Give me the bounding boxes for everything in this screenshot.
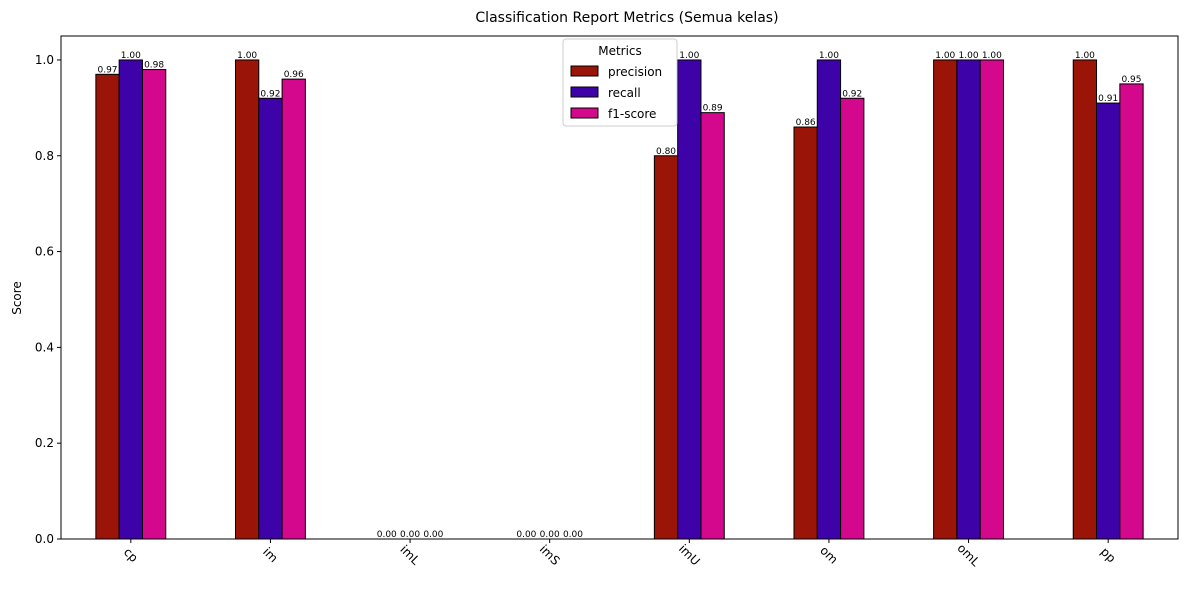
bar-value-label: 0.92: [842, 89, 862, 99]
bar-value-label: 1.00: [982, 51, 1002, 61]
y-tick-label: 0.6: [35, 245, 54, 259]
bar-f1-score-om: [840, 97, 865, 540]
bar-precision-om: [793, 126, 818, 540]
bar-f1-score-im: [281, 78, 306, 540]
x-tick-label: cp: [121, 545, 141, 565]
y-axis-title: Score: [10, 281, 24, 315]
x-tick-label: pp: [1098, 545, 1119, 566]
plot-area: 0.971.000.981.000.920.960.00 0.00 0.00 0.00…: [35, 35, 1179, 569]
bar-value-label: 0.98: [144, 61, 164, 71]
bar-recall-om: [816, 59, 842, 540]
bar-precision-omL: [933, 59, 958, 540]
bar-recall-cp: [118, 59, 143, 540]
bar-value-label: 0.00: [540, 530, 560, 540]
bar-f1-score-imU: [700, 112, 725, 540]
bar-value-label: 0.00: [377, 530, 397, 540]
legend-swatch: [570, 107, 599, 119]
bar-precision-im: [234, 59, 260, 540]
y-tick-label: 0.2: [35, 436, 54, 450]
bar-value-label: 1.00: [935, 51, 955, 61]
bar-recall-omL: [956, 59, 981, 540]
y-tick-label: 0.0: [35, 532, 54, 546]
bar-value-label: 1.00: [819, 51, 839, 61]
bar-value-label: 0.92: [260, 89, 280, 99]
bar-precision-imU: [653, 155, 679, 540]
bar-value-label: 1.00: [237, 51, 257, 61]
bar-value-label: 0.89: [703, 104, 723, 114]
legend-box: [562, 38, 678, 127]
legend-label: recall: [608, 86, 641, 100]
bar-value-label: 0.96: [284, 70, 304, 80]
axes-frame: [60, 35, 1179, 540]
legend-label: precision: [608, 65, 662, 79]
bar-value-label: 1.00: [121, 51, 141, 61]
bar-value-label: 0.00: [516, 530, 536, 540]
x-tick-label: im: [260, 545, 281, 566]
bar-f1-score-cp: [141, 69, 167, 540]
x-tick-label: imS: [537, 542, 563, 568]
chart-title: Classification Report Metrics (Semua kel…: [475, 10, 778, 26]
y-tick-label: 0.4: [35, 340, 54, 354]
x-tick-label: omL: [955, 541, 983, 569]
bar-value-label: 0.00: [563, 530, 583, 540]
bar-value-label: 0.91: [1098, 94, 1118, 104]
bar-recall-im: [258, 97, 283, 540]
bar-f1-score-omL: [979, 59, 1005, 540]
bar-value-label: 0.86: [796, 118, 816, 128]
bar-value-label: 0.00: [423, 530, 443, 540]
bar-value-label: 0.00: [400, 530, 420, 540]
y-tick-label: 0.8: [35, 149, 54, 163]
bar-value-label: 1.00: [679, 51, 699, 61]
legend: Metrics precision recall f1-score: [562, 38, 678, 127]
bar-value-label: 0.80: [656, 147, 676, 157]
legend-swatch: [570, 65, 599, 77]
x-tick-label: om: [817, 543, 840, 566]
bar-recall-pp: [1096, 102, 1121, 540]
bar-recall-imU: [677, 59, 702, 540]
bar-f1-score-pp: [1119, 83, 1144, 540]
legend-title: Metrics: [598, 44, 642, 58]
legend-label: f1-score: [608, 107, 656, 121]
y-tick-label: 1.0: [35, 53, 54, 67]
legend-swatch: [570, 86, 599, 98]
bar-value-label: 1.00: [1075, 51, 1095, 61]
bar-value-label: 0.95: [1121, 75, 1141, 85]
bar-precision-cp: [95, 73, 120, 540]
bar-precision-pp: [1072, 59, 1098, 540]
bar-value-label: 1.00: [959, 51, 979, 61]
bar-value-label: 0.97: [97, 65, 117, 75]
x-tick-label: imU: [676, 542, 703, 569]
x-tick-label: imL: [397, 542, 422, 567]
